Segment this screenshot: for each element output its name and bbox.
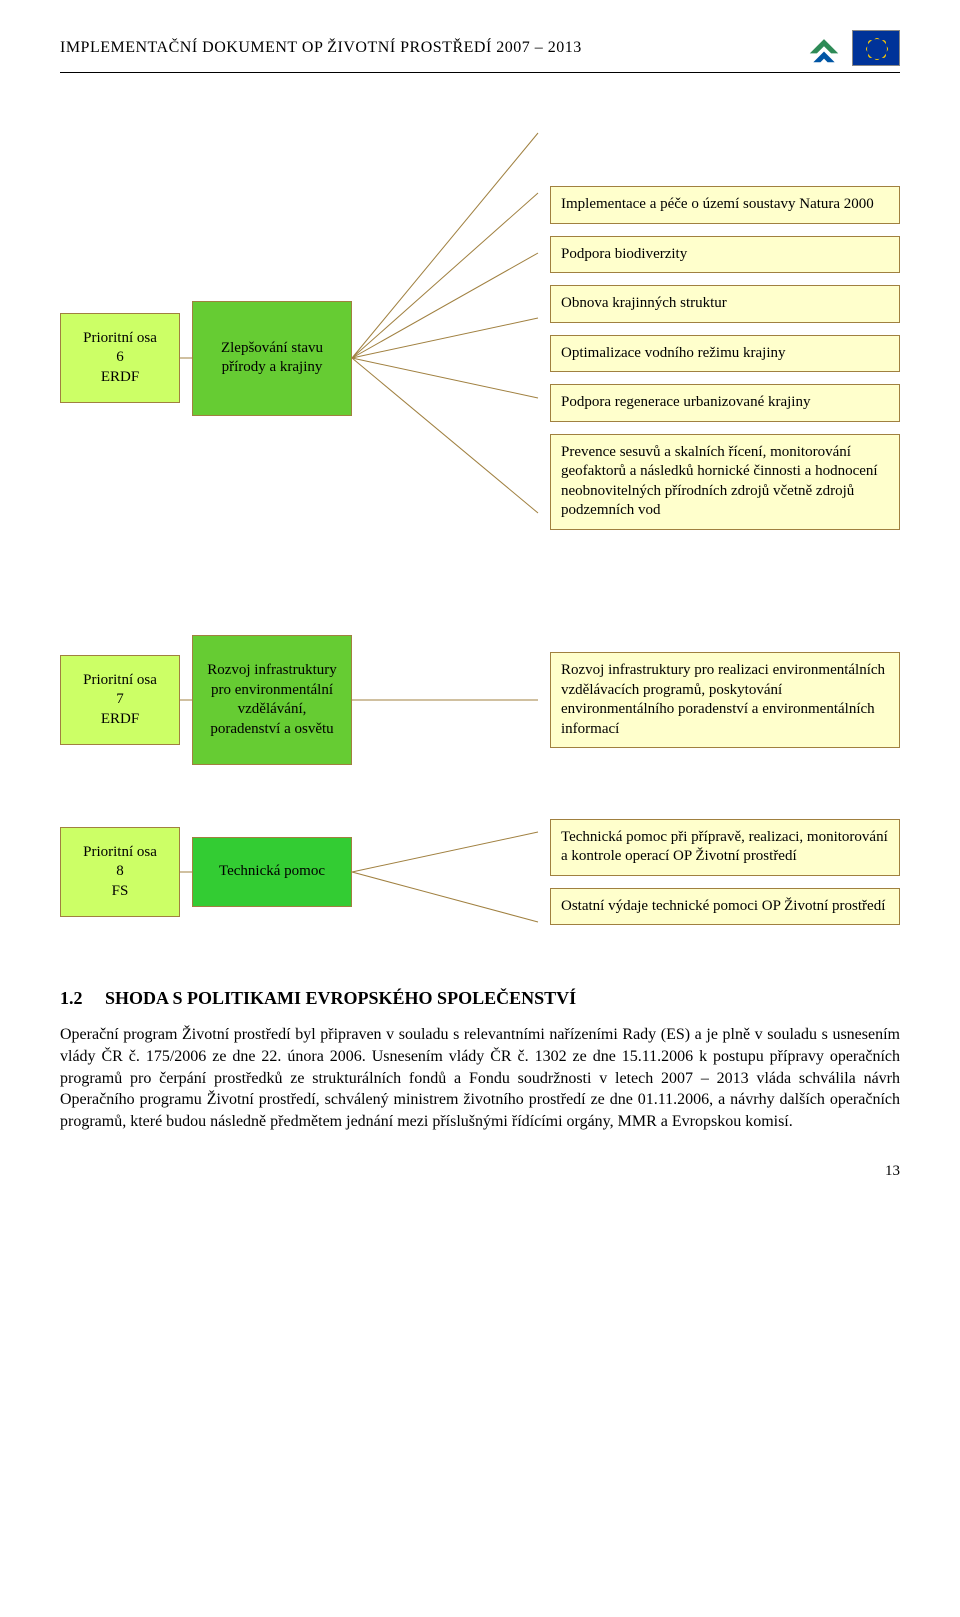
page-number: 13 [60, 1162, 900, 1182]
priority-axis-8-row: Prioritní osa 8 FS Technická pomoc Techn… [60, 787, 900, 957]
axis-6-right-item: Obnova krajinných struktur [550, 285, 900, 323]
axis-6-right-item: Prevence sesuvů a skalních řícení, monit… [550, 434, 900, 530]
axis-7-middle-box: Rozvoj infrastruktury pro environmentáln… [192, 635, 352, 765]
axis-6-right-stack: Implementace a péče o území soustavy Nat… [550, 186, 900, 530]
axis-8-middle-box: Technická pomoc [192, 837, 352, 907]
axis-6-right-item: Optimalizace vodního režimu krajiny [550, 335, 900, 373]
axis-8-right-item: Technická pomoc při přípravě, realizaci,… [550, 819, 900, 876]
axis-6-right-item: Podpora biodiverzity [550, 236, 900, 274]
axis-8-right-item: Ostatní výdaje technické pomoci OP Život… [550, 888, 900, 926]
axis-6-right-item: Implementace a péče o území soustavy Nat… [550, 186, 900, 224]
axis-6-middle-box: Zlepšování stavu přírody a krajiny [192, 301, 352, 416]
axis-7-right-item: Rozvoj infrastruktury pro realizaci envi… [550, 652, 900, 748]
priority-axis-6-row: Prioritní osa 6 ERDF Zlepšování stavu př… [60, 103, 900, 613]
axis-8-right-stack: Technická pomoc při přípravě, realizaci,… [550, 819, 900, 926]
section-title: SHODA S POLITIKAMI EVROPSKÉHO SPOLEČENST… [105, 988, 576, 1008]
section-number: 1.2 [60, 988, 83, 1008]
environment-logo-icon [802, 30, 846, 66]
axis-7-left-box: Prioritní osa 7 ERDF [60, 655, 180, 745]
eu-flag-icon [852, 30, 900, 66]
section-heading: 1.2 SHODA S POLITIKAMI EVROPSKÉHO SPOLEČ… [60, 987, 900, 1010]
page-header: IMPLEMENTAČNÍ DOKUMENT OP ŽIVOTNÍ PROSTŘ… [60, 30, 900, 66]
header-divider [60, 72, 900, 73]
body-paragraph: Operační program Životní prostředí byl p… [60, 1024, 900, 1132]
priority-axis-7-row: Prioritní osa 7 ERDF Rozvoj infrastruktu… [60, 635, 900, 765]
doc-title: IMPLEMENTAČNÍ DOKUMENT OP ŽIVOTNÍ PROSTŘ… [60, 38, 582, 59]
axis-7-right-stack: Rozvoj infrastruktury pro realizaci envi… [550, 652, 900, 748]
logo-group [802, 30, 900, 66]
axis-6-left-box: Prioritní osa 6 ERDF [60, 313, 180, 403]
axis-8-left-box: Prioritní osa 8 FS [60, 827, 180, 917]
axis-6-right-item: Podpora regenerace urbanizované krajiny [550, 384, 900, 422]
